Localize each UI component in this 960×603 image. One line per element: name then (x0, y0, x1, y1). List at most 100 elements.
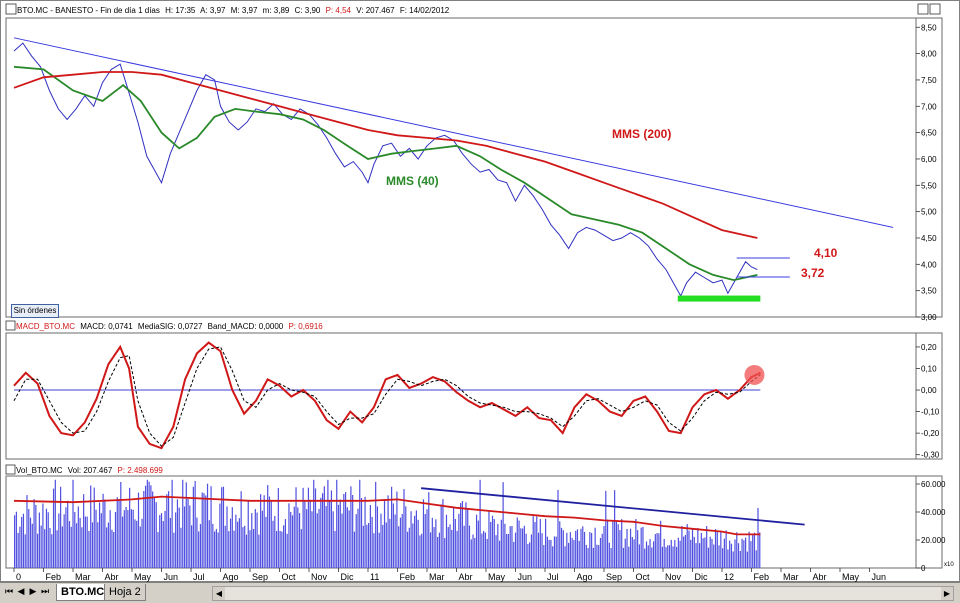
level-label-410: 4,10 (814, 246, 838, 260)
scroll-left-icon[interactable]: ◀ (213, 587, 225, 600)
volume-bar (578, 540, 580, 568)
volume-bar (81, 527, 83, 568)
volume-bar (155, 502, 157, 568)
volume-bar (684, 534, 687, 568)
volume-bar (598, 545, 600, 568)
volume-bar (191, 525, 193, 568)
volume-bar (134, 519, 136, 568)
volume-bar (100, 513, 102, 568)
macd-ytick-label: 0,10 (921, 364, 937, 373)
volume-bar (111, 529, 113, 568)
volume-bar (644, 548, 646, 568)
volume-bar (424, 513, 426, 568)
volume-bar (603, 526, 605, 568)
price-ytick-label: 8,50 (921, 23, 937, 32)
volume-bar (714, 529, 717, 568)
volume-bar (290, 511, 292, 568)
volume-bar (552, 546, 554, 568)
volume-panel-toggle[interactable] (5, 464, 16, 475)
price-ytick-label: 4,00 (921, 260, 937, 269)
volume-bar (585, 544, 587, 568)
volume-bar (121, 516, 124, 568)
volume-bar (700, 532, 702, 568)
last-sheet-icon[interactable]: ⏭ (40, 587, 50, 597)
volume-bar (748, 531, 750, 568)
x-tick-label: Sep (606, 572, 622, 582)
volume-bar (506, 533, 508, 568)
volume-bar (454, 518, 456, 568)
price-panel: BTO.MC - BANESTO - Fin de día 1 días H: … (5, 3, 943, 322)
volume-bar (141, 518, 143, 568)
volume-bar (483, 530, 485, 568)
volume-bar (447, 527, 449, 568)
volume-bar (668, 545, 671, 568)
volume-bar (433, 527, 435, 568)
macd-panel: MACD_BTO.MC MACD: 0,0741 MediaSIG: 0,072… (5, 320, 943, 460)
volume-bar (389, 518, 391, 568)
volume-bar (180, 527, 182, 568)
volume-bar (298, 513, 301, 568)
macd-panel-toggle[interactable] (5, 320, 16, 331)
volume-bar (136, 520, 138, 568)
minimize-panel-icon[interactable] (917, 3, 929, 15)
volume-bar (665, 547, 667, 568)
volume-bar (58, 513, 60, 568)
volume-bar (451, 529, 453, 568)
volume-bar (336, 479, 338, 568)
volume-bar (624, 538, 626, 568)
volume-bar (576, 529, 579, 568)
tab-hoja-2[interactable]: Hoja 2 (104, 584, 146, 601)
volume-bar (15, 511, 17, 568)
volume-bar (229, 518, 232, 568)
volume-bar (737, 543, 740, 568)
volume-bar (187, 498, 189, 568)
maximize-panel-icon[interactable] (929, 3, 941, 15)
volume-bar (550, 539, 552, 568)
volume-bar (472, 534, 474, 568)
volume-bar (67, 500, 69, 568)
price-panel-toggle[interactable] (5, 3, 17, 15)
volume-bar (226, 506, 228, 568)
next-sheet-icon[interactable]: ▶ (29, 587, 37, 597)
volume-bar (525, 533, 527, 568)
volume-bar (364, 496, 366, 568)
volume-bar (360, 497, 363, 568)
volume-bar (474, 537, 476, 568)
volume-bar (42, 503, 44, 568)
volume-bar (755, 550, 757, 568)
volume-bar (401, 513, 403, 568)
volume-bar (396, 491, 398, 568)
volume-bar (238, 518, 240, 568)
x-tick-label: Feb (400, 572, 416, 582)
x-axis: 0 Feb Mar Abr May Jun Jul Ago Sep Oct Nov Dic 11 Feb M… (13, 568, 886, 582)
volume-bar (529, 542, 531, 568)
volume-bar (221, 487, 223, 568)
scroll-right-icon[interactable]: ▶ (941, 587, 953, 600)
volume-bar (49, 527, 51, 568)
volume-bar (463, 525, 465, 568)
volume-bar (164, 510, 166, 568)
volume-bar (210, 486, 212, 568)
volume-bar (380, 513, 382, 568)
volume-bar (426, 509, 428, 568)
volume-bar (321, 493, 324, 568)
volume-bar (467, 508, 469, 568)
volume-bar (440, 504, 442, 568)
volume-bar (642, 526, 644, 568)
prev-sheet-icon[interactable]: ◀ (17, 587, 25, 597)
volume-bar (711, 538, 713, 568)
volume-bar (369, 505, 371, 568)
volume-bar (491, 515, 494, 568)
volume-bar (291, 515, 294, 568)
x-tick-label: Abr (459, 572, 473, 582)
volume-bar (35, 504, 37, 568)
horizontal-scrollbar[interactable]: ◀ ▶ (212, 586, 954, 601)
volume-bar (545, 518, 547, 568)
sin-ordenes-button[interactable]: Sin órdenes (11, 304, 59, 318)
macd-header-band: Band_MACD: 0,0000 (208, 322, 284, 331)
first-sheet-icon[interactable]: ⏮ (4, 587, 14, 597)
volume-bar (532, 516, 534, 568)
tab-bto-mc[interactable]: BTO.MC (56, 584, 110, 601)
volume-bar (150, 485, 152, 568)
volume-bar (189, 505, 191, 568)
